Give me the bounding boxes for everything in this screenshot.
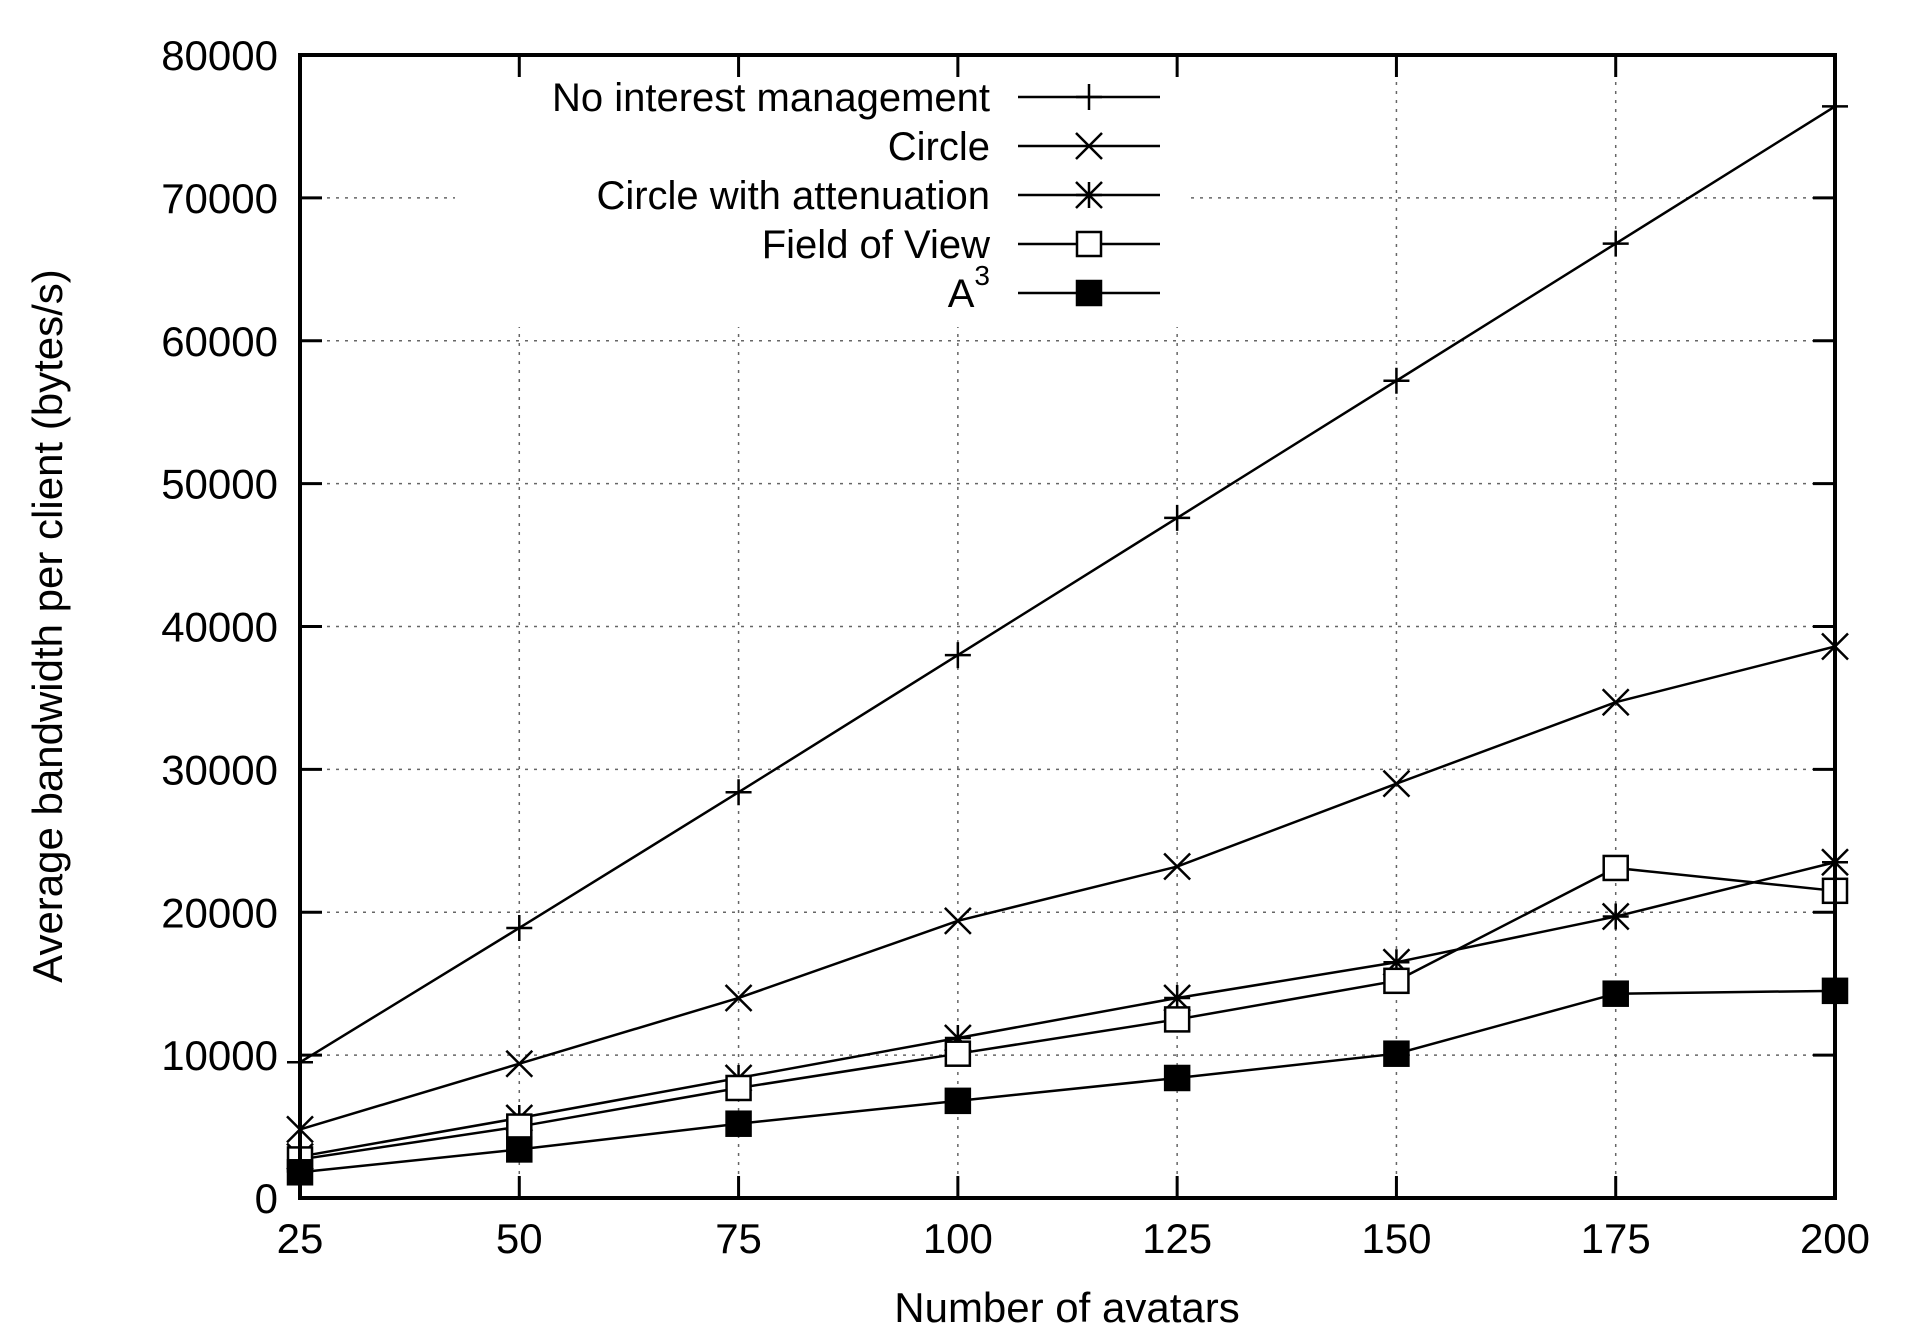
series-3: [286, 854, 1849, 1173]
x-tick-label: 150: [1361, 1215, 1431, 1262]
legend-marker: [1075, 181, 1103, 209]
data-point: [725, 1110, 752, 1137]
legend-superscript: 3: [974, 260, 990, 291]
legend-item: No interest management: [552, 76, 1160, 120]
y-tick-label: 0: [255, 1175, 278, 1222]
data-point: [1383, 967, 1410, 995]
data-point: [1163, 1006, 1191, 1033]
data-point: [505, 1049, 534, 1078]
data-point: [944, 1040, 972, 1067]
legend-marker: [1075, 230, 1103, 258]
x-tick-label: 25: [277, 1215, 324, 1262]
data-point: [943, 1024, 972, 1052]
series-line: [299, 989, 1836, 1174]
series-line: [299, 105, 1836, 1064]
x-tick-label: 200: [1800, 1215, 1870, 1262]
axis-ticks: 0 10000 20000 30000 40000 50000 60000 70000 8000…: [161, 32, 1870, 1262]
x-axis-title: Number of avatars: [894, 1284, 1239, 1331]
y-tick-label: 30000: [161, 746, 278, 793]
data-point: [944, 642, 971, 669]
data-point: [1163, 1064, 1191, 1092]
y-tick-label: 60000: [161, 318, 278, 365]
y-tick-label: 70000: [161, 175, 278, 222]
data-point: [944, 1087, 972, 1115]
x-tick-label: 50: [496, 1215, 543, 1262]
legend-label: No interest management: [552, 76, 990, 120]
data-point: [1602, 854, 1629, 882]
data-point: [506, 1136, 533, 1163]
data-point: [725, 1074, 752, 1102]
legend-marker: [1075, 132, 1103, 160]
y-tick-label: 40000: [161, 604, 278, 651]
legend-label: Circle: [888, 125, 990, 169]
data-point: [1382, 769, 1411, 798]
series-4: [286, 977, 1849, 1186]
x-tick-label: 175: [1581, 1215, 1651, 1262]
data-point: [725, 779, 752, 806]
data-point: [1383, 1040, 1410, 1067]
y-tick-label: 80000: [161, 32, 278, 79]
legend-marker: [1076, 84, 1102, 110]
y-tick-label: 10000: [161, 1032, 278, 1079]
data-point: [724, 984, 753, 1012]
legend-item: Field of View: [762, 223, 1160, 267]
data-point: [1602, 980, 1629, 1007]
legend-item: Circle with attenuation: [596, 174, 1160, 218]
legend-label: A3: [948, 260, 990, 316]
data-point: [1163, 852, 1192, 881]
series-line: [299, 645, 1836, 1131]
y-tick-label: 20000: [161, 889, 278, 936]
data-point: [1163, 984, 1192, 1012]
series-1: [286, 632, 1849, 1144]
x-tick-label: 75: [715, 1215, 762, 1262]
legend-label: Circle with attenuation: [596, 174, 990, 218]
data-point: [1164, 504, 1191, 531]
legend-marker: [1075, 279, 1103, 307]
y-tick-label: 50000: [161, 461, 278, 508]
legend-item: A3: [948, 260, 1160, 316]
legend: No interest management Circle Circle with …: [552, 76, 1160, 316]
legend-item: Circle: [888, 125, 1160, 169]
data-point: [506, 914, 533, 941]
data-point: [943, 906, 972, 935]
x-tick-label: 125: [1142, 1215, 1212, 1262]
data-point: [1601, 688, 1630, 717]
data-point: [506, 1113, 533, 1140]
series-line: [299, 866, 1836, 1161]
data-point: [1602, 230, 1629, 257]
data-point: [1382, 948, 1411, 977]
legend-label: Field of View: [762, 223, 990, 267]
series-line: [299, 861, 1836, 1158]
data-point: [1383, 367, 1410, 394]
data-point: [1601, 902, 1630, 931]
x-tick-label: 100: [923, 1215, 993, 1262]
y-axis-title: Average bandwidth per client (bytes/s): [24, 269, 71, 983]
series-layer: [286, 93, 1849, 1186]
